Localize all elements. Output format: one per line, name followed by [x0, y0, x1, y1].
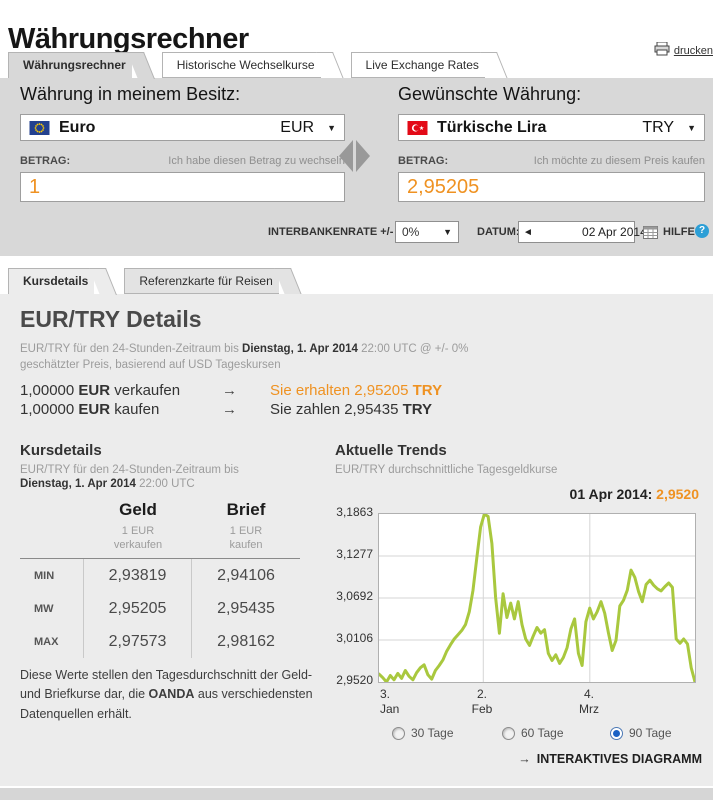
y-axis-tick: 2,9520: [336, 673, 373, 687]
page-title: Währungsrechner: [8, 23, 249, 56]
swap-currencies-button[interactable]: [339, 140, 370, 172]
trends-subtitle: EUR/TRY durchschnittliche Tagesgeldkurse: [335, 464, 558, 476]
radio-button-icon: [502, 726, 515, 740]
eu-flag-icon: [29, 120, 50, 135]
to-amount-input[interactable]: [398, 172, 705, 202]
print-link-label: drucken: [673, 44, 713, 57]
geld-column-header: Geld 1 EUR verkaufen: [113, 500, 163, 551]
chevron-down-icon: ▼: [327, 122, 336, 133]
radio-button-selected-icon: [610, 726, 623, 740]
swap-right-arrow-icon: [356, 140, 370, 172]
y-axis-tick: 3,1863: [336, 505, 373, 519]
print-link[interactable]: drucken: [654, 41, 713, 59]
trend-chart: 01 Apr 2014: 2,9520 3,1863 3,1277 3,0692…: [335, 486, 707, 716]
date-field: ◄: [518, 221, 692, 243]
brief-column-header: Brief 1 EUR kaufen: [226, 500, 266, 551]
to-amount-label: BETRAG:: [398, 155, 449, 167]
from-currency-header: Währung in meinem Besitz:: [20, 84, 241, 104]
from-amount-label: BETRAG:: [20, 155, 71, 167]
to-currency-name: Türkische Lira: [437, 118, 547, 136]
sell-result: Sie erhalten 2,95205 TRY: [270, 382, 443, 399]
interbank-rate-select[interactable]: 0% ▼: [395, 221, 459, 243]
tab-referenzkarte[interactable]: Referenzkarte für Reisen: [124, 268, 279, 294]
y-axis-tick: 3,0106: [336, 631, 373, 645]
main-tab-bar: Währungsrechner Historische Wechselkurse…: [8, 52, 515, 78]
tab-historische-wechselkurse[interactable]: Historische Wechselkurse: [161, 52, 321, 78]
date-prev-arrow[interactable]: ◄: [523, 226, 533, 238]
table-row-mw: MW 2,95205 2,95435: [20, 592, 300, 625]
to-amount-hint: Ich möchte zu diesem Preis kaufen: [533, 155, 705, 167]
current-rate-value: 2,9520: [656, 486, 699, 502]
radio-90-tage[interactable]: 90 Tage: [610, 726, 672, 740]
turkey-flag-icon: ★: [407, 120, 428, 135]
from-currency-section: Währung in meinem Besitz: Euro EUR ▼ BET…: [20, 84, 345, 202]
rate-table-subtitle-line1: EUR/TRY für den 24-Stunden-Zeitraum bis: [20, 464, 239, 476]
to-amount-row: BETRAG: Ich möchte zu diesem Preis kaufe…: [398, 155, 705, 167]
date-label: DATUM:: [477, 226, 520, 238]
to-currency-section: Gewünschte Währung: ★ Türkische Lira TRY…: [398, 84, 705, 202]
arrow-right-icon: →: [222, 382, 237, 399]
from-amount-hint: Ich habe diesen Betrag zu wechseln: [168, 155, 345, 167]
radio-button-icon: [392, 726, 405, 740]
rate-table-subtitle-line2: Dienstag, 1. Apr 2014 22:00 UTC: [20, 478, 195, 490]
radio-60-tage[interactable]: 60 Tage: [502, 726, 564, 740]
help-link[interactable]: HILFE: [663, 226, 695, 238]
tab-kursdetails[interactable]: Kursdetails: [8, 268, 95, 294]
to-currency-code: TRY: [642, 118, 675, 136]
rate-table: Geld 1 EUR verkaufen Brief 1 EUR kaufen …: [20, 500, 300, 658]
details-subtitle-line2: geschätzter Preis, basierend auf USD Tag…: [20, 359, 281, 371]
svg-text:★: ★: [419, 125, 424, 132]
from-currency-select[interactable]: Euro EUR ▼: [20, 114, 345, 141]
from-amount-input[interactable]: [20, 172, 345, 202]
trends-heading: Aktuelle Trends: [335, 442, 447, 459]
sell-conversion-line: 1,00000 EUR verkaufen → Sie erhalten 2,9…: [20, 382, 443, 399]
buy-result: Sie zahlen 2,95435 TRY: [270, 401, 433, 418]
y-axis-tick: 3,0692: [336, 589, 373, 603]
to-currency-select[interactable]: ★ Türkische Lira TRY ▼: [398, 114, 705, 141]
table-row-min: MIN 2,93819 2,94106: [20, 559, 300, 592]
from-currency-name: Euro: [59, 118, 96, 136]
chevron-down-icon: ▼: [687, 122, 696, 133]
tab-waehrungsrechner[interactable]: Währungsrechner: [8, 52, 132, 78]
details-subtitle-line1: EUR/TRY für den 24-Stunden-Zeitraum bis …: [20, 343, 469, 355]
details-subtitle-date: Dienstag, 1. Apr 2014: [242, 343, 358, 355]
from-currency-code: EUR: [280, 118, 315, 136]
chart-plot-area: [377, 512, 697, 684]
buy-conversion-line: 1,00000 EUR kaufen → Sie zahlen 2,95435 …: [20, 401, 433, 418]
x-axis-tick: 3. Jan: [380, 687, 400, 716]
table-row-max: MAX 2,97573 2,98162: [20, 625, 300, 658]
pair-details-heading: EUR/TRY Details: [20, 306, 202, 332]
detail-tab-bar: Kursdetails Referenzkarte für Reisen: [8, 268, 309, 294]
x-axis-tick: 2. Feb: [471, 687, 493, 716]
rate-table-header: Geld 1 EUR verkaufen Brief 1 EUR kaufen: [20, 500, 300, 559]
interactive-chart-link[interactable]: → INTERAKTIVES DIAGRAMM: [518, 752, 702, 766]
interbank-rate-label: INTERBANKENRATE +/-: [268, 226, 394, 238]
arrow-right-icon: →: [518, 752, 531, 766]
trend-line-svg: [377, 512, 697, 684]
help-question-icon[interactable]: ?: [695, 224, 709, 238]
rate-table-heading: Kursdetails: [20, 442, 102, 459]
printer-icon: [654, 41, 670, 59]
footer-strip: [0, 788, 713, 800]
rate-table-footnote: Diese Werte stellen den Tagesdurchschnit…: [20, 668, 313, 721]
chevron-down-icon: ▼: [443, 227, 452, 237]
radio-30-tage[interactable]: 30 Tage: [392, 726, 454, 740]
arrow-right-icon: →: [222, 401, 237, 418]
interbank-rate-value: 0%: [402, 225, 420, 239]
to-currency-header: Gewünschte Währung:: [398, 84, 582, 104]
x-axis-tick: 4. Mrz: [579, 687, 599, 716]
tab-live-exchange-rates[interactable]: Live Exchange Rates: [350, 52, 485, 78]
y-axis-tick: 3,1277: [336, 547, 373, 561]
details-panel: EUR/TRY Details EUR/TRY für den 24-Stund…: [0, 294, 713, 786]
from-amount-row: BETRAG: Ich habe diesen Betrag zu wechse…: [20, 155, 345, 167]
swap-left-arrow-icon: [339, 140, 353, 172]
converter-panel: Währung in meinem Besitz: Euro EUR ▼ BET…: [0, 78, 713, 256]
calendar-icon[interactable]: [643, 225, 658, 244]
current-rate-label: 01 Apr 2014: 2,9520: [569, 486, 699, 502]
